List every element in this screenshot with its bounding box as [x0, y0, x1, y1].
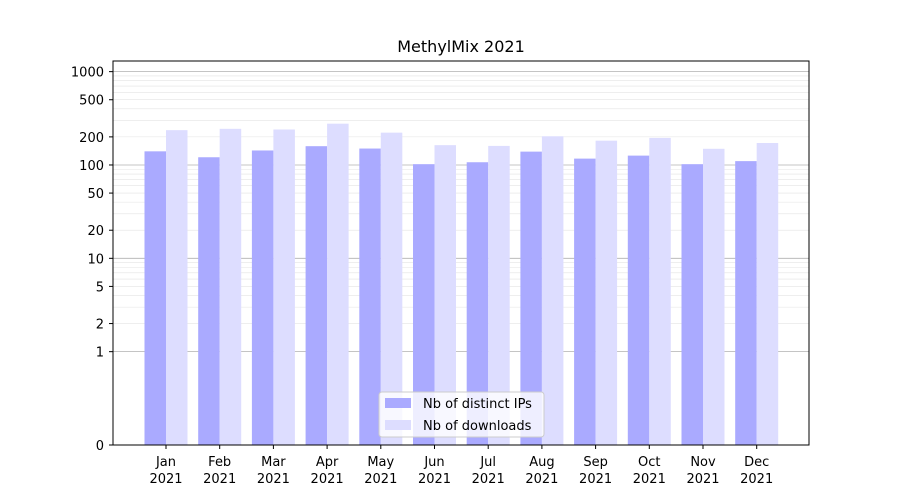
x-tick-label-year: 2021	[686, 472, 719, 487]
y-tick-label: 1	[96, 346, 104, 361]
x-tick-label-year: 2021	[472, 472, 505, 487]
legend-label-distinct-ips: Nb of distinct IPs	[423, 397, 532, 412]
x-tick-label-month: Jul	[479, 455, 496, 470]
x-tick-label-month: May	[367, 455, 394, 470]
y-tick-label: 50	[87, 187, 104, 202]
bar-distinct-ips	[574, 158, 596, 445]
x-tick-label-month: Mar	[261, 455, 286, 470]
x-tick-label-year: 2021	[149, 472, 182, 487]
legend-swatch-downloads	[385, 420, 411, 430]
bar-distinct-ips	[681, 164, 703, 445]
bar-distinct-ips	[144, 151, 166, 445]
bar-distinct-ips	[305, 146, 328, 445]
x-tick-label-year: 2021	[257, 472, 290, 487]
x-tick-label-year: 2021	[633, 472, 666, 487]
y-axis: 0 1 2 5 10 20 50 100 200 500 1000	[71, 66, 113, 454]
x-tick-label-year: 2021	[364, 472, 397, 487]
bar-downloads	[434, 145, 456, 445]
bar-downloads	[756, 142, 779, 445]
x-tick-label-month: Feb	[208, 455, 231, 470]
y-tick-label: 200	[79, 131, 104, 146]
x-tick-label-year: 2021	[579, 472, 612, 487]
bar-distinct-ips	[627, 155, 650, 445]
x-tick-label-month: Apr	[316, 455, 339, 470]
bar-downloads	[327, 123, 349, 446]
y-tick-label: 5	[96, 280, 104, 295]
y-tick-label: 1000	[71, 66, 104, 81]
bar-downloads	[166, 130, 188, 445]
bar-downloads	[219, 128, 242, 445]
bar-distinct-ips	[251, 150, 274, 445]
x-tick-label-month: Oct	[638, 455, 660, 470]
x-tick-label-year: 2021	[203, 472, 236, 487]
bar-distinct-ips	[198, 157, 220, 445]
y-tick-label: 500	[79, 94, 104, 109]
y-tick-label: 2	[96, 318, 104, 333]
x-tick-label-month: Jan	[155, 455, 176, 470]
chart-title: MethylMix 2021	[397, 37, 525, 56]
legend: Nb of distinct IPs Nb of downloads	[378, 391, 545, 438]
y-tick-label: 0	[96, 439, 104, 454]
x-tick-label-month: Dec	[744, 455, 769, 470]
legend-box	[378, 391, 545, 438]
plot-frame	[112, 60, 810, 446]
bar-distinct-ips	[735, 161, 757, 446]
x-tick-label-month: Aug	[529, 455, 554, 470]
x-tick-label-year: 2021	[311, 472, 344, 487]
x-tick-label-month: Sep	[583, 455, 608, 470]
bar-downloads	[380, 132, 403, 445]
x-tick-label-month: Nov	[690, 455, 716, 470]
bar-distinct-ips	[359, 148, 381, 445]
bar-downloads	[595, 140, 618, 445]
bar-distinct-ips	[466, 162, 489, 445]
x-tick-label-year: 2021	[740, 472, 773, 487]
bar-downloads	[273, 129, 295, 445]
y-tick-label: 20	[87, 224, 104, 239]
y-tick-label: 10	[87, 252, 104, 267]
y-tick-label: 100	[79, 159, 104, 174]
bar-downloads	[488, 145, 510, 445]
bar-distinct-ips	[413, 164, 435, 445]
legend-swatch-distinct-ips	[385, 398, 411, 408]
bars	[144, 123, 779, 446]
bar-downloads	[649, 137, 671, 445]
x-tick-label-year: 2021	[525, 472, 558, 487]
x-tick-label-month: Jun	[423, 455, 444, 470]
bar-distinct-ips	[520, 151, 542, 445]
bar-downloads	[703, 148, 725, 446]
legend-label-downloads: Nb of downloads	[423, 419, 532, 434]
x-axis: Jan 2021 Feb 2021 Mar 2021 Apr 2021 May 2021 Jun 20…	[149, 445, 773, 487]
bar-downloads	[541, 136, 564, 446]
x-tick-label-year: 2021	[418, 472, 451, 487]
